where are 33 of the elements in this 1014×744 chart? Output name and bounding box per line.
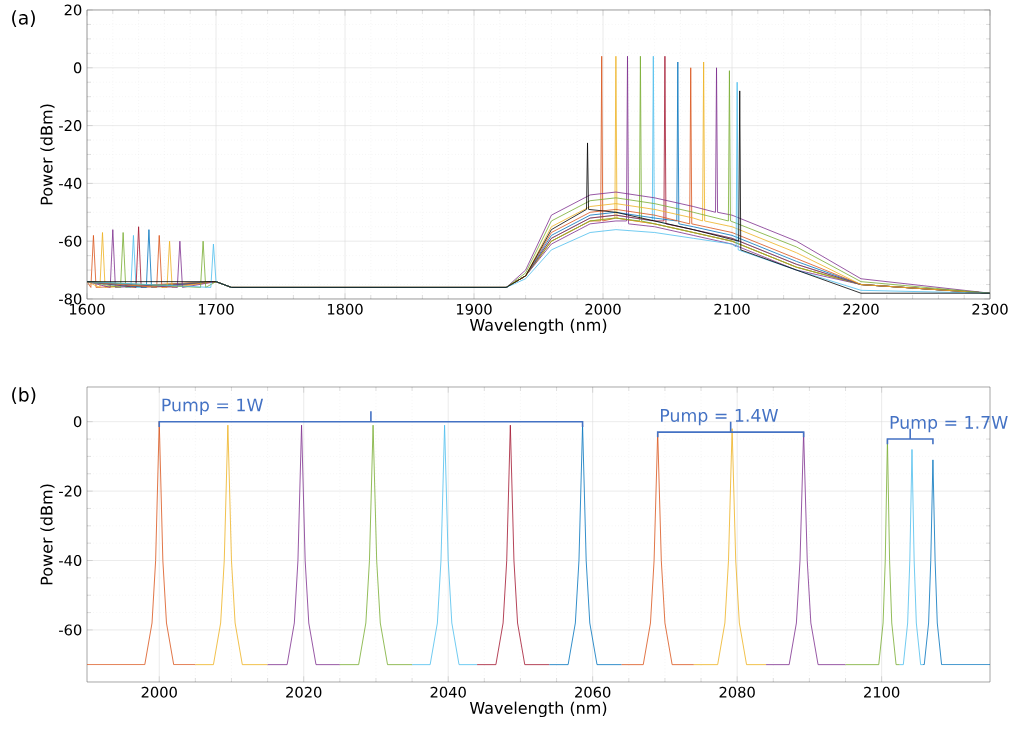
x-tick-label: 2000	[585, 303, 621, 315]
x-tick-label: 2080	[719, 686, 755, 698]
x-tick-label: 2100	[714, 303, 750, 315]
text: (b)	[12, 387, 36, 404]
y-tick-label: 0	[73, 416, 82, 428]
y-axis-title: Power (dBm)	[40, 104, 55, 205]
x-tick-label: 2100	[864, 686, 900, 698]
x-tick-label: 1600	[69, 303, 105, 315]
annotation: Pump = 1W	[162, 398, 264, 415]
x-tick-label: 2300	[972, 303, 1008, 315]
annotation: Pump = 1.4W	[660, 409, 779, 426]
x-tick-label: 2020	[286, 686, 322, 698]
y-tick-label: -60	[59, 235, 82, 247]
x-tick-label: 1800	[327, 303, 363, 315]
x-axis-title: Wavelength (nm)	[469, 318, 607, 335]
x-tick-label: 2060	[575, 686, 611, 698]
x-tick-label: 1700	[198, 303, 234, 315]
y-tick-label: -40	[59, 554, 82, 567]
x-tick-label: 2200	[843, 303, 879, 315]
x-tick-label: 1900	[456, 303, 492, 315]
y-axis-title: Power (dBm)	[40, 484, 55, 585]
x-tick-label: 2000	[141, 686, 177, 698]
y-tick-label: -40	[59, 177, 82, 189]
x-axis-title: Wavelength (nm)	[469, 701, 607, 718]
y-tick-label: -60	[59, 624, 82, 636]
y-tick-label: -80	[59, 293, 82, 305]
x-tick-label: 2040	[430, 686, 466, 698]
text: (a)	[12, 10, 35, 27]
y-tick-label: 0	[73, 62, 82, 74]
y-tick-label: -20	[59, 120, 82, 132]
y-tick-label: -20	[59, 485, 82, 497]
y-tick-label: 20	[64, 4, 82, 16]
annotation: Pump = 1.7W	[890, 416, 1008, 433]
